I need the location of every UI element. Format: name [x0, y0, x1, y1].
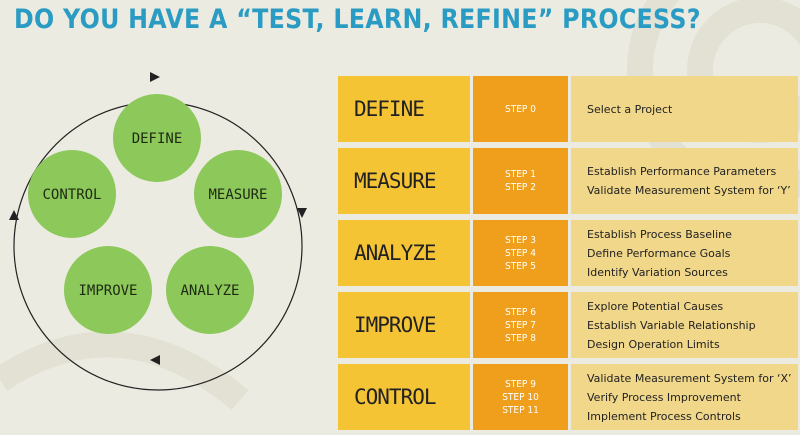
phase-row-define: DEFINE STEP 0 Select a Project: [338, 76, 798, 142]
cycle-node-label: DEFINE: [132, 131, 183, 147]
description-item: Implement Process Controls: [587, 409, 741, 423]
description-item: Establish Process Baseline: [587, 227, 732, 241]
phase-row-analyze: ANALYZE STEP 3 STEP 4 STEP 5 Establish Proce…: [338, 220, 798, 286]
step-label: STEP 6: [505, 306, 536, 318]
phase-row-control: CONTROL STEP 9 STEP 10 STEP 11 Validate Meas…: [338, 364, 798, 430]
phase-description: Select a Project: [571, 76, 798, 142]
description-item: Design Operation Limits: [587, 337, 720, 351]
phase-steps: STEP 0: [473, 76, 568, 142]
phase-steps: STEP 6 STEP 7 STEP 8: [473, 292, 568, 358]
phase-name: IMPROVE: [338, 292, 470, 358]
step-label: STEP 5: [505, 260, 536, 272]
cycle-node-circle: [113, 94, 201, 182]
phase-row-measure: MEASURE STEP 1 STEP 2 Establish Performance…: [338, 148, 798, 214]
phase-name: MEASURE: [338, 148, 470, 214]
cycle-node-improve: IMPROVE: [64, 246, 152, 334]
cycle-node-circle: [166, 246, 254, 334]
cycle-arrow-bottom: [150, 355, 160, 365]
phase-description: Explore Potential Causes Establish Variab…: [571, 292, 798, 358]
phase-name: ANALYZE: [338, 220, 470, 286]
step-label: STEP 0: [505, 103, 536, 115]
cycle-node-circle: [28, 150, 116, 238]
cycle-node-circle: [194, 150, 282, 238]
cycle-node-measure: MEASURE: [194, 150, 282, 238]
phase-name: DEFINE: [338, 76, 470, 142]
cycle-node-define: DEFINE: [113, 94, 201, 182]
phase-table: DEFINE STEP 0 Select a Project MEASURE STEP …: [338, 76, 798, 430]
phase-description: Establish Process Baseline Define Perform…: [571, 220, 798, 286]
description-item: Establish Performance Parameters: [587, 165, 777, 178]
step-label: STEP 11: [502, 404, 539, 416]
description-item: Select a Project: [587, 102, 673, 116]
cycle-node-analyze: ANALYZE: [166, 246, 254, 334]
step-label: STEP 4: [505, 247, 536, 259]
phase-steps: STEP 1 STEP 2: [473, 148, 568, 214]
step-label: STEP 3: [505, 234, 536, 246]
cycle-node-label: IMPROVE: [78, 283, 137, 299]
phase-steps: STEP 3 STEP 4 STEP 5: [473, 220, 568, 286]
step-label: STEP 7: [505, 319, 536, 331]
step-label: STEP 10: [502, 391, 539, 403]
cycle-node-label: ANALYZE: [180, 283, 239, 299]
cycle-node-circle: [64, 246, 152, 334]
description-item: Define Performance Goals: [587, 246, 731, 260]
cycle-arrow-left: [9, 210, 19, 220]
cycle-arrow-right: [297, 208, 307, 218]
description-item: Verify Process Improvement: [587, 390, 741, 404]
description-item: Validate Measurement System for ‘Y’: [587, 184, 791, 197]
description-item: Identify Variation Sources: [587, 265, 728, 279]
step-label: STEP 8: [505, 332, 536, 344]
phase-name: CONTROL: [338, 364, 470, 430]
phase-steps: STEP 9 STEP 10 STEP 11: [473, 364, 568, 430]
step-label: STEP 1: [505, 169, 536, 180]
page-title: DO YOU HAVE A “TEST, LEARN, REFINE” PROC…: [14, 4, 701, 35]
phase-description: Validate Measurement System for ‘X’ Verif…: [571, 364, 798, 430]
description-item: Explore Potential Causes: [587, 299, 724, 313]
phase-row-improve: IMPROVE STEP 6 STEP 7 STEP 8 Explore Potenti…: [338, 292, 798, 358]
step-label: STEP 2: [505, 182, 536, 193]
dmaic-cycle-diagram: DEFINE MEASURE ANALYZE IMPROVE CONTROL: [9, 72, 307, 391]
description-item: Establish Variable Relationship: [587, 318, 756, 332]
cycle-node-label: MEASURE: [208, 187, 267, 203]
cycle-arrow-top: [150, 72, 160, 82]
step-label: STEP 9: [505, 378, 536, 390]
cycle-node-control: CONTROL: [28, 150, 116, 238]
cycle-node-label: CONTROL: [42, 187, 101, 203]
description-item: Validate Measurement System for ‘X’: [587, 371, 792, 385]
phase-description: Establish Performance Parameters Validate…: [571, 148, 798, 214]
